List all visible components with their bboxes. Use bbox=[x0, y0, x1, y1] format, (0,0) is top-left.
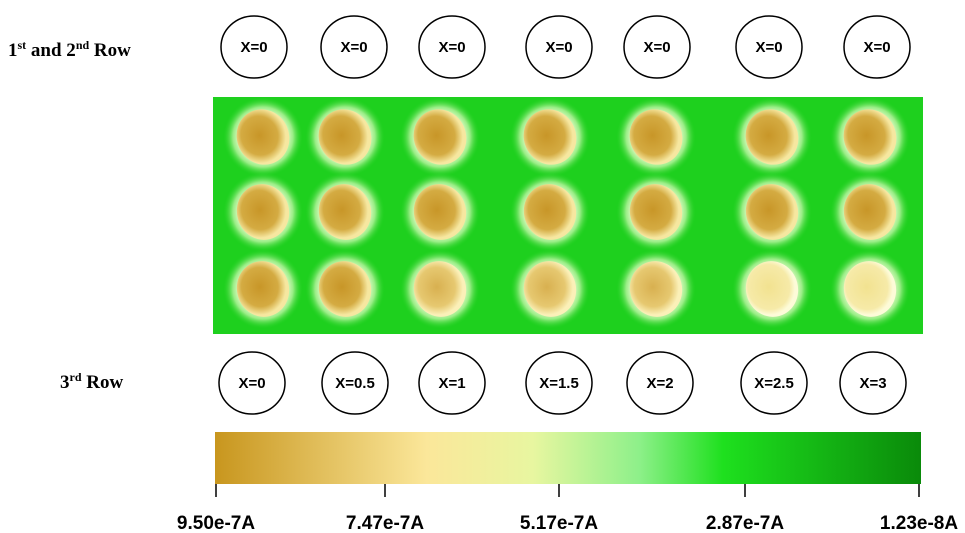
sup: rd bbox=[70, 370, 82, 384]
tick-label: 2.87e-7A bbox=[706, 513, 784, 533]
tick-label: 1.23e-8A bbox=[880, 513, 958, 533]
circle-label: X=1.5 bbox=[539, 375, 579, 392]
circle-label: X=2.5 bbox=[754, 375, 794, 392]
tick-label: 5.17e-7A bbox=[520, 513, 598, 533]
sup: nd bbox=[76, 38, 90, 52]
circle-label: X=3 bbox=[859, 375, 886, 392]
circle-label: X=0 bbox=[238, 375, 265, 392]
colorbar bbox=[215, 432, 921, 484]
circle-label: X=0 bbox=[438, 39, 465, 56]
circle-label: X=0 bbox=[863, 39, 890, 56]
text: 1 bbox=[8, 40, 18, 61]
tick-label: 9.50e-7A bbox=[177, 513, 255, 533]
figure: 1st and 2nd Row 3rd Row X=0 X=0 X=0 X=0 X=0 X… bbox=[0, 0, 965, 533]
circle-label: X=0.5 bbox=[335, 375, 375, 392]
circle-label: X=0 bbox=[643, 39, 670, 56]
row-label: 3rd Row bbox=[60, 370, 123, 393]
circle-label: X=0 bbox=[240, 39, 267, 56]
tick-label: 7.47e-7A bbox=[346, 513, 424, 533]
text: and 2 bbox=[26, 40, 76, 61]
circle-label: X=1 bbox=[438, 375, 465, 392]
row-label: 1st and 2nd Row bbox=[8, 38, 131, 61]
circle-label: X=0 bbox=[545, 39, 572, 56]
circle-label: X=0 bbox=[755, 39, 782, 56]
text: Row bbox=[82, 372, 124, 393]
text: Row bbox=[89, 40, 131, 61]
text: 3 bbox=[60, 372, 70, 393]
circle-label: X=0 bbox=[340, 39, 367, 56]
circle-label: X=2 bbox=[646, 375, 673, 392]
sup: st bbox=[18, 38, 27, 52]
